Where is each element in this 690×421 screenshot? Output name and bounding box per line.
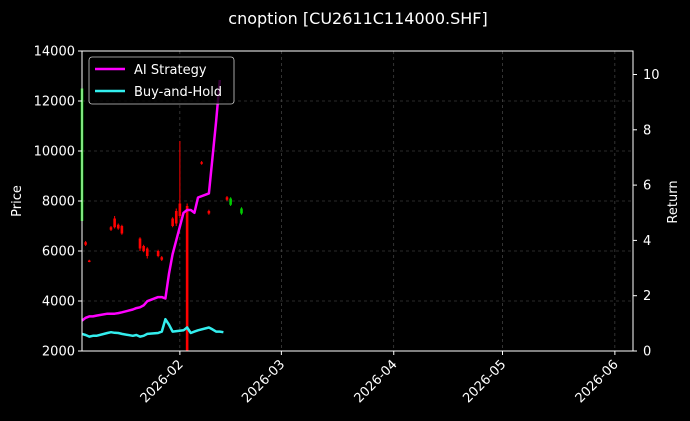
- candle: [207, 209, 211, 215]
- candle-body: [225, 197, 229, 200]
- candle: [171, 217, 174, 228]
- y-tick-label: 2000: [42, 345, 75, 360]
- candle: [142, 244, 145, 253]
- y-tick-label: 6000: [42, 245, 75, 260]
- y-tick-label: 12000: [34, 95, 75, 110]
- candle: [178, 141, 182, 219]
- legend-label-buy-and-hold: Buy-and-Hold: [134, 85, 222, 100]
- candle: [113, 216, 116, 229]
- legend: AI Strategy Buy-and-Hold: [88, 56, 235, 105]
- y2-tick-label: 6: [643, 179, 651, 194]
- candle-body: [156, 251, 160, 256]
- y2-tick-label: 10: [643, 68, 660, 83]
- candle: [116, 223, 120, 230]
- candle-body: [109, 227, 113, 230]
- candle: [145, 247, 149, 259]
- candle-body: [240, 208, 243, 214]
- candle: [200, 161, 203, 165]
- candle-body: [84, 242, 87, 245]
- series-line-buy-and-hold: [81, 317, 224, 338]
- candle: [174, 208, 178, 226]
- y2-tick-label: 4: [643, 234, 651, 249]
- candle: [156, 249, 160, 258]
- candle-body: [229, 198, 232, 205]
- chart-title: cnoption [CU2611C114000.SHF]: [228, 9, 487, 28]
- candle-body: [142, 246, 145, 251]
- candle: [87, 259, 91, 263]
- candle-body: [113, 218, 116, 228]
- y2-tick-label: 8: [643, 123, 651, 138]
- candle: [225, 196, 229, 201]
- candle-body: [120, 226, 124, 234]
- y2-tick-label: 0: [643, 345, 651, 360]
- candle-body: [171, 218, 174, 226]
- series-lines: [81, 79, 224, 338]
- candle-body: [145, 248, 149, 256]
- candle-body: [185, 206, 189, 351]
- series-line-ai-strategy: [81, 79, 222, 322]
- candle: [240, 207, 243, 215]
- legend-box: [88, 56, 235, 105]
- candle-body: [116, 224, 120, 229]
- y2-axis-label: Return: [666, 180, 681, 223]
- y-tick-label: 14000: [34, 45, 75, 60]
- y-tick-label: 10000: [34, 145, 75, 160]
- candle-body: [178, 203, 182, 216]
- legend-label-ai-strategy: AI Strategy: [134, 63, 207, 78]
- candle-body: [174, 211, 178, 224]
- candle-body: [87, 260, 91, 262]
- candle-body: [207, 211, 211, 214]
- candle: [84, 241, 87, 246]
- candle: [160, 256, 164, 261]
- candle-body: [138, 238, 142, 249]
- candle: [229, 197, 232, 206]
- candle: [138, 237, 142, 251]
- y-tick-label: 8000: [42, 195, 75, 210]
- candle-body: [160, 257, 164, 260]
- candle: [120, 224, 124, 235]
- candle: [109, 226, 113, 231]
- y-tick-label: 4000: [42, 295, 75, 310]
- candle-body: [200, 162, 203, 164]
- y2-tick-label: 2: [643, 289, 651, 304]
- y-axis-label: Price: [10, 185, 25, 217]
